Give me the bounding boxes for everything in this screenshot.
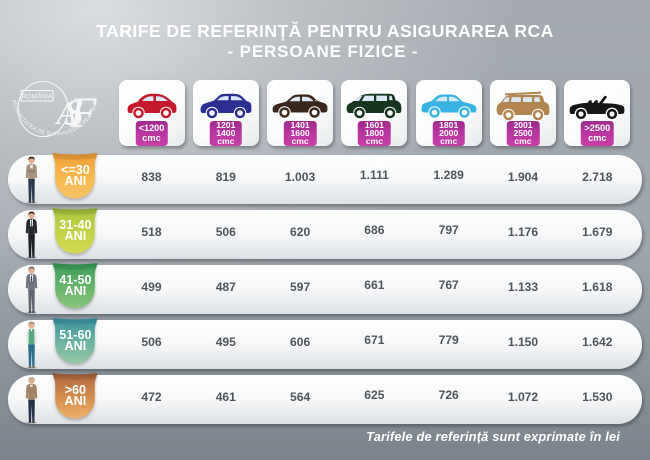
svg-text:F: F	[69, 90, 97, 137]
svg-text:S: S	[65, 93, 84, 134]
svg-text:ROMÂNIA: ROMÂNIA	[22, 91, 53, 100]
svg-text:A: A	[55, 96, 78, 132]
